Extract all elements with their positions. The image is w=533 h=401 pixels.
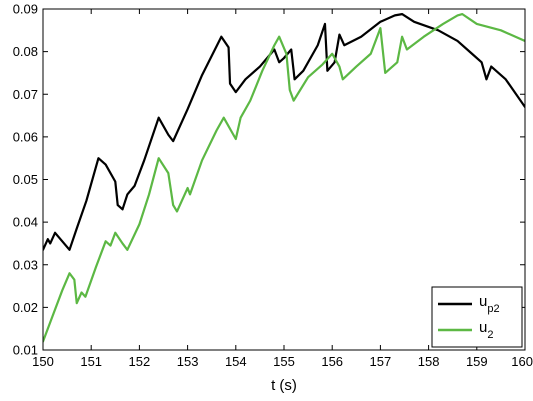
x-tick-label: 156	[321, 354, 343, 369]
x-tick-label: 160	[511, 354, 533, 369]
x-tick-label: 155	[273, 354, 295, 369]
y-tick-label: 0.09	[13, 2, 38, 17]
x-tick-label: 152	[129, 354, 151, 369]
legend-box	[431, 286, 523, 348]
x-tick-label: 157	[370, 354, 392, 369]
series-line-u-p2	[43, 13, 525, 251]
tick-layer: 150 151 152 153 154 155 156 157 158 159 160 0.01 0.0…	[13, 2, 533, 370]
x-tick-label: 154	[225, 354, 247, 369]
y-tick-label: 0.05	[13, 172, 38, 187]
x-tick-label: 150	[32, 354, 54, 369]
x-tick-label: 158	[418, 354, 440, 369]
y-tick-label: 0.08	[13, 44, 38, 59]
y-tick-label: 0.02	[13, 300, 38, 315]
legend-label-u-2: u2	[479, 319, 493, 341]
series-line-u-2	[43, 13, 525, 343]
legend-label-u-p2: up2	[479, 293, 500, 315]
y-tick-label: 0.07	[13, 87, 38, 102]
y-tick-label: 0.04	[13, 215, 38, 230]
y-tick-label: 0.03	[13, 257, 38, 272]
series-layer	[43, 13, 525, 343]
x-tick-label: 159	[466, 354, 488, 369]
y-tick-label: 0.01	[13, 343, 38, 358]
y-tick-label: 0.06	[13, 129, 38, 144]
x-tick-label: 153	[177, 354, 199, 369]
x-tick-label: 151	[80, 354, 102, 369]
x-axis-title: t (s)	[271, 377, 297, 394]
